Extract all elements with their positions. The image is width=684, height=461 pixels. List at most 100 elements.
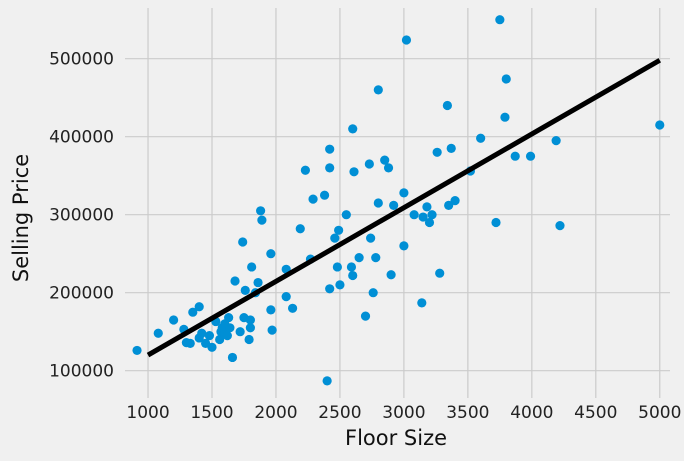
data-point — [418, 212, 428, 222]
data-point — [510, 151, 520, 161]
data-point — [204, 331, 215, 341]
data-point — [551, 136, 561, 146]
data-point — [346, 262, 357, 272]
data-point — [235, 327, 245, 337]
y-tick-label: 200000 — [49, 284, 114, 304]
data-point — [364, 159, 374, 169]
data-point — [295, 224, 305, 234]
data-point — [450, 196, 460, 206]
data-point — [354, 253, 364, 263]
data-point — [300, 165, 310, 175]
x-tick-label: 4500 — [574, 403, 617, 423]
data-point — [446, 143, 456, 153]
data-point — [500, 112, 510, 122]
fit-line — [146, 58, 662, 358]
data-point — [341, 210, 351, 220]
data-point — [422, 202, 432, 212]
data-point — [215, 334, 225, 345]
data-point — [227, 352, 238, 363]
data-point — [194, 302, 204, 312]
data-point — [409, 210, 419, 220]
y-axis-label: Selling Price — [9, 154, 33, 282]
scatter-points — [132, 15, 665, 386]
data-point — [360, 311, 371, 321]
data-point — [368, 288, 378, 298]
data-point — [245, 323, 255, 333]
data-point — [153, 328, 163, 338]
data-point — [169, 315, 179, 325]
x-tick-label: 3000 — [382, 403, 425, 423]
x-tick-labels: 1000 1500 2000 2500 3000 3500 4000 4500 5000 — [126, 403, 681, 423]
data-point — [371, 253, 381, 263]
y-tick-label: 300000 — [49, 206, 114, 226]
data-point — [491, 217, 501, 228]
y-tick-label: 500000 — [49, 50, 114, 70]
data-point — [401, 35, 412, 45]
data-point — [348, 124, 358, 134]
data-point — [225, 323, 235, 333]
data-point — [222, 331, 232, 341]
data-point — [132, 345, 142, 356]
data-point — [435, 268, 445, 278]
data-point — [334, 225, 344, 235]
data-point — [417, 298, 427, 308]
data-point — [207, 342, 217, 352]
data-point — [224, 313, 234, 323]
data-point — [308, 194, 318, 204]
x-tick-label: 2000 — [254, 403, 297, 423]
x-tick-label: 1500 — [190, 403, 233, 423]
data-point — [495, 15, 505, 25]
data-point — [432, 147, 442, 157]
data-point — [325, 284, 335, 294]
data-point — [442, 100, 452, 111]
data-point — [427, 210, 437, 220]
data-point — [287, 303, 298, 313]
data-point — [399, 241, 409, 251]
x-tick-label: 1000 — [126, 403, 169, 423]
data-point — [373, 198, 383, 208]
data-point — [349, 167, 359, 177]
data-point — [197, 328, 207, 338]
data-point — [399, 188, 409, 198]
y-tick-labels: 100000 200000 300000 400000 500000 — [49, 50, 114, 382]
data-point — [185, 338, 195, 348]
data-point — [325, 144, 335, 154]
data-point — [444, 200, 454, 210]
data-point — [266, 305, 276, 315]
x-axis-label: Floor Size — [345, 426, 447, 450]
data-point — [380, 155, 390, 165]
data-point — [373, 85, 383, 95]
x-tick-label: 2500 — [318, 403, 361, 423]
data-point — [244, 334, 254, 345]
data-point — [253, 277, 263, 288]
y-tick-label: 400000 — [49, 128, 114, 148]
data-point — [525, 151, 536, 161]
fit-line-group — [146, 58, 662, 358]
x-tick-label: 4000 — [510, 403, 553, 423]
data-point — [366, 233, 376, 243]
data-point — [257, 215, 267, 225]
data-point — [240, 285, 250, 295]
data-point — [238, 237, 248, 247]
data-point — [555, 221, 565, 231]
data-point — [655, 120, 665, 130]
data-point — [501, 74, 511, 84]
data-point — [424, 217, 435, 228]
data-point — [348, 270, 358, 281]
x-tick-label: 5000 — [638, 403, 681, 423]
data-point — [230, 276, 240, 286]
data-point — [476, 133, 486, 143]
data-point — [281, 292, 291, 302]
data-point — [335, 280, 345, 290]
data-point — [319, 190, 330, 200]
data-point — [325, 163, 335, 173]
data-point — [383, 163, 394, 173]
data-point — [247, 262, 257, 272]
data-point — [322, 376, 332, 386]
data-point — [266, 249, 276, 259]
data-point — [188, 307, 198, 317]
data-point — [245, 315, 255, 325]
y-tick-label: 100000 — [49, 362, 114, 382]
data-point — [389, 200, 399, 210]
